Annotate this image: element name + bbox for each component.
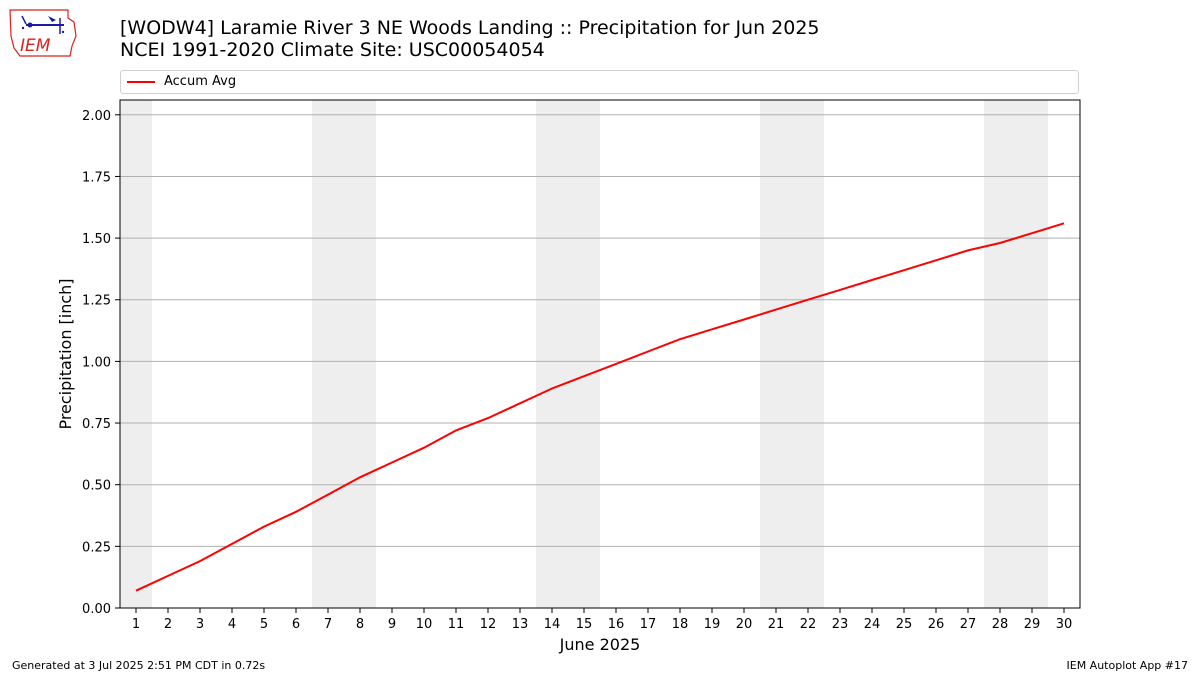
x-tick-label-11: 12 (480, 617, 497, 632)
weekend-shade-4 (984, 100, 1048, 608)
x-tick-label-17: 18 (672, 617, 689, 632)
x-tick-label-25: 26 (928, 617, 945, 632)
y-axis-label: Precipitation [inch] (56, 278, 75, 429)
x-tick-label-10: 11 (448, 617, 465, 632)
legend: Accum Avg (120, 70, 1079, 94)
iem-logo: IEM (9, 9, 77, 57)
x-tick-label-14: 15 (576, 617, 593, 632)
title-line-2: NCEI 1991-2020 Climate Site: USC00054054 (120, 39, 545, 61)
weekend-shade-0 (120, 100, 152, 608)
x-tick-label-15: 16 (608, 617, 625, 632)
y-tick-label-3: 0.75 (82, 417, 111, 432)
x-tick-label-4: 5 (260, 617, 268, 632)
weekend-shade-3 (760, 100, 824, 608)
x-axis-label: June 2025 (559, 635, 641, 654)
x-tick-label-9: 10 (416, 617, 433, 632)
generated-timestamp: Generated at 3 Jul 2025 2:51 PM CDT in 0… (12, 659, 266, 672)
x-tick-label-28: 29 (1024, 617, 1041, 632)
x-tick-label-22: 23 (832, 617, 849, 632)
x-tick-label-12: 13 (512, 617, 529, 632)
x-tick-label-26: 27 (960, 617, 977, 632)
x-tick-label-3: 4 (228, 617, 236, 632)
y-tick-label-2: 0.50 (82, 479, 111, 494)
x-tick-label-7: 8 (356, 617, 364, 632)
y-tick-label-1: 0.25 (82, 540, 111, 555)
plot-frame (119, 99, 1081, 609)
x-tick-label-27: 28 (992, 617, 1009, 632)
x-tick-label-18: 19 (704, 617, 721, 632)
y-tick-label-8: 2.00 (82, 109, 111, 124)
x-tick-label-0: 1 (132, 617, 140, 632)
x-tick-label-8: 9 (388, 617, 396, 632)
y-tick-label-6: 1.50 (82, 232, 111, 247)
legend-series-label: Accum Avg (164, 74, 237, 89)
y-tick-label-7: 1.75 (82, 170, 111, 185)
x-tick-label-5: 6 (292, 617, 300, 632)
x-tick-label-29: 30 (1056, 617, 1073, 632)
chart-title: [WODW4] Laramie River 3 NE Woods Landing… (120, 17, 820, 61)
app-credit: IEM Autoplot App #17 (1066, 659, 1189, 672)
y-tick-label-5: 1.25 (82, 294, 111, 309)
x-tick-label-20: 21 (768, 617, 785, 632)
series-line-0 (135, 222, 1065, 592)
x-tick-label-23: 24 (864, 617, 881, 632)
weekend-shade-1 (312, 100, 376, 608)
x-tick-label-24: 25 (896, 617, 913, 632)
legend-series-line (127, 81, 155, 83)
y-tick-label-4: 1.00 (82, 355, 111, 370)
y-tick-label-0: 0.00 (82, 602, 111, 617)
x-tick-label-19: 20 (736, 617, 753, 632)
x-tick-label-21: 22 (800, 617, 817, 632)
x-tick-label-16: 17 (640, 617, 657, 632)
x-tick-label-6: 7 (324, 617, 332, 632)
logo-text: IEM (20, 36, 51, 56)
x-tick-label-13: 14 (544, 617, 561, 632)
x-tick-label-1: 2 (164, 617, 172, 632)
x-tick-label-2: 3 (196, 617, 204, 632)
weekend-shade-2 (536, 100, 600, 608)
title-line-1: [WODW4] Laramie River 3 NE Woods Landing… (120, 17, 820, 39)
